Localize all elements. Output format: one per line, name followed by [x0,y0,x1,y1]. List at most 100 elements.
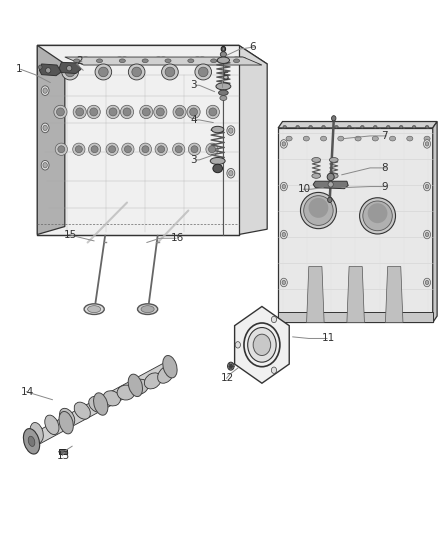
Ellipse shape [188,59,194,63]
Ellipse shape [142,108,150,116]
Ellipse shape [43,88,47,93]
Ellipse shape [87,106,100,119]
Ellipse shape [30,423,43,443]
Ellipse shape [89,397,106,413]
Ellipse shape [58,146,65,152]
Ellipse shape [425,142,429,146]
Ellipse shape [348,126,351,128]
Ellipse shape [39,65,42,69]
Polygon shape [278,122,437,128]
Ellipse shape [124,146,131,152]
Ellipse shape [123,108,131,116]
Ellipse shape [399,126,403,128]
Ellipse shape [109,108,117,116]
Ellipse shape [407,136,413,141]
Text: 4: 4 [191,115,197,125]
Polygon shape [307,266,324,322]
Ellipse shape [304,196,333,225]
Ellipse shape [208,146,215,152]
Ellipse shape [271,316,277,322]
Ellipse shape [425,184,429,189]
Ellipse shape [28,436,35,447]
Ellipse shape [154,106,167,119]
Ellipse shape [132,67,141,77]
Ellipse shape [43,163,47,168]
Text: 7: 7 [381,131,388,141]
Ellipse shape [88,143,101,156]
Polygon shape [29,361,172,447]
Ellipse shape [367,203,388,223]
Polygon shape [278,128,433,322]
Ellipse shape [327,173,334,181]
Ellipse shape [67,66,72,71]
Ellipse shape [425,232,429,237]
Ellipse shape [221,46,226,52]
Ellipse shape [300,192,336,229]
Ellipse shape [187,106,200,119]
Ellipse shape [233,59,240,63]
Ellipse shape [84,304,104,314]
Ellipse shape [45,415,59,434]
Ellipse shape [227,126,235,135]
Ellipse shape [165,67,175,77]
Ellipse shape [303,136,309,141]
Text: 9: 9 [381,182,388,191]
Ellipse shape [142,59,148,63]
Text: 3: 3 [191,80,197,90]
Ellipse shape [308,198,328,218]
Ellipse shape [312,158,321,163]
Ellipse shape [210,158,225,164]
Ellipse shape [209,108,217,116]
Ellipse shape [117,385,134,400]
Ellipse shape [206,106,219,119]
Ellipse shape [253,334,271,356]
Ellipse shape [128,374,142,397]
Ellipse shape [173,106,186,119]
Text: 10: 10 [298,184,311,194]
Ellipse shape [188,143,201,156]
Ellipse shape [211,59,217,63]
Ellipse shape [190,108,198,116]
Ellipse shape [195,64,212,80]
Ellipse shape [360,198,396,234]
Ellipse shape [280,182,287,191]
Polygon shape [347,266,364,322]
Ellipse shape [329,158,338,163]
Ellipse shape [73,106,86,119]
Ellipse shape [122,143,134,156]
Ellipse shape [54,106,67,119]
Ellipse shape [155,143,167,156]
Text: 13: 13 [57,451,70,461]
Ellipse shape [212,126,224,133]
Ellipse shape [425,126,429,128]
Text: 15: 15 [64,230,77,239]
Ellipse shape [197,57,208,62]
Ellipse shape [75,146,82,152]
Polygon shape [235,306,289,383]
Ellipse shape [355,136,361,141]
Ellipse shape [229,128,233,133]
Ellipse shape [141,306,154,312]
Text: 11: 11 [322,334,335,343]
Ellipse shape [119,57,130,62]
Ellipse shape [128,64,145,80]
Ellipse shape [280,140,287,148]
Ellipse shape [228,362,234,370]
Ellipse shape [153,57,164,62]
Ellipse shape [206,143,218,156]
Ellipse shape [425,280,429,285]
Ellipse shape [328,182,333,187]
Ellipse shape [120,106,134,119]
Ellipse shape [312,173,321,178]
Ellipse shape [247,327,276,362]
Ellipse shape [217,57,230,63]
Ellipse shape [74,59,80,63]
Ellipse shape [74,402,90,419]
Ellipse shape [372,136,378,141]
Ellipse shape [95,64,112,80]
Text: 8: 8 [381,163,388,173]
Ellipse shape [41,123,49,133]
Ellipse shape [386,126,390,128]
Ellipse shape [106,106,120,119]
Ellipse shape [57,108,64,116]
